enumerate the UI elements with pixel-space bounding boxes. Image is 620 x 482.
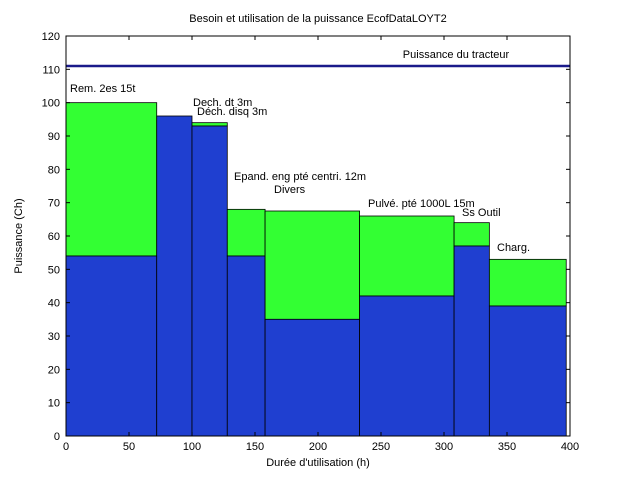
bar-label-5: Pulvé. pté 1000L 15m — [368, 198, 475, 210]
y-tick-label-12: 120 — [42, 31, 60, 43]
besoin-bar-4 — [264, 210, 360, 320]
x-tick-label-4: 200 — [309, 441, 327, 453]
bar-label-2: Déch. disq 3m — [197, 106, 267, 118]
axes-layer: 0 50 100 150 200 250 300 350 400 0 10 20 30 40 50 60 70 8… — [42, 31, 580, 453]
utilisation-bar-1 — [156, 115, 193, 437]
bar-label-1: Dech. dt 3m — [193, 97, 252, 109]
y-tick-label-11: 110 — [42, 64, 60, 76]
utilisation-bar-7 — [488, 305, 567, 437]
besoin-bar-2 — [191, 122, 228, 127]
besoin-bar-0 — [65, 102, 158, 257]
reference-layer: Puissance du tracteur — [66, 49, 570, 68]
besoin-bar-3 — [226, 208, 266, 257]
bar-label-7: Charg. — [497, 242, 530, 254]
y-tick-label-7: 70 — [48, 198, 60, 210]
y-tick-label-3: 30 — [48, 331, 60, 343]
x-tick-label-1: 50 — [123, 441, 135, 453]
y-tick-label-10: 100 — [42, 98, 60, 110]
bar-label-3: Epand. eng pté centri. 12m — [234, 171, 366, 183]
y-tick-label-2: 20 — [48, 364, 60, 376]
x-tick-label-3: 150 — [246, 441, 264, 453]
x-tick-label-2: 100 — [183, 441, 201, 453]
y-tick-label-8: 80 — [48, 164, 60, 176]
utilisation-bar-2 — [191, 125, 228, 437]
utilisation-bar-6 — [453, 245, 490, 437]
y-tick-label-6: 60 — [48, 231, 60, 243]
bars-layer — [65, 102, 567, 437]
utilisation-bar-5 — [359, 295, 455, 437]
x-tick-label-6: 300 — [435, 441, 453, 453]
utilisation-bar-4 — [264, 318, 360, 437]
y-tick-label-0: 0 — [54, 431, 60, 443]
x-axis-title: Durée d'utilisation (h) — [266, 457, 370, 469]
y-tick-label-5: 50 — [48, 264, 60, 276]
besoin-bar-5 — [359, 215, 455, 297]
bar-label-6: Ss Outil — [462, 207, 501, 219]
y-axis-title: Puissance (Ch) — [13, 198, 25, 273]
utilisation-bar-3 — [226, 255, 266, 437]
chart-title: Besoin et utilisation de la puissance Ec… — [189, 13, 446, 25]
bar-label-4: Divers — [274, 184, 306, 196]
tractor-power-label: Puissance du tracteur — [403, 49, 510, 61]
x-tick-label-0: 0 — [63, 441, 69, 453]
besoin-bar-7 — [488, 258, 567, 307]
y-tick-label-9: 90 — [48, 131, 60, 143]
bar-label-0: Rem. 2es 15t — [70, 83, 135, 95]
x-tick-label-5: 250 — [372, 441, 390, 453]
besoin-bar-6 — [453, 222, 490, 247]
x-tick-label-7: 350 — [498, 441, 516, 453]
y-tick-label-4: 40 — [48, 298, 60, 310]
utilisation-bar-0 — [65, 255, 158, 437]
x-tick-label-8: 400 — [561, 441, 579, 453]
y-tick-label-1: 10 — [48, 398, 60, 410]
